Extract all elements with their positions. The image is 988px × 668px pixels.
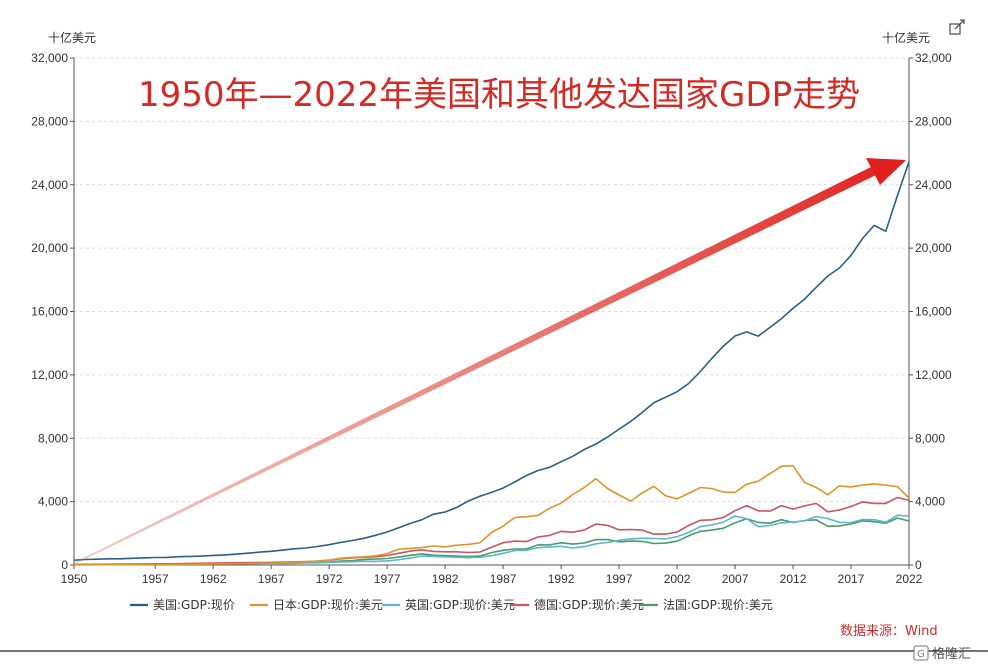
x-tick-label: 1957 — [142, 572, 169, 586]
right-y-unit-label: 十亿美元 — [882, 30, 930, 45]
y-tick-label-left: 12,000 — [31, 368, 68, 382]
y-tick-label-left: 4,000 — [38, 495, 68, 509]
series-line-1 — [74, 464, 910, 566]
x-tick-label: 2022 — [896, 572, 923, 586]
y-tick-label-right: 0 — [915, 558, 922, 572]
x-tick-label: 1982 — [432, 572, 459, 586]
y-tick-label-left: 28,000 — [31, 114, 68, 128]
y-tick-label-right: 28,000 — [915, 114, 952, 128]
series-line-0 — [73, 161, 910, 561]
x-tick-label: 2002 — [664, 572, 691, 586]
x-tick-label: 2007 — [722, 572, 749, 586]
chart-title: 1950年—2022年美国和其他发达国家GDP走势 — [138, 75, 860, 115]
x-tick-label: 1987 — [490, 572, 517, 586]
y-tick-label-right: 8,000 — [915, 431, 945, 445]
y-tick-label-right: 12,000 — [915, 368, 952, 382]
x-tick-labels: 1950 1957 1962 1967 1972 1977 1982 1987 1992 1997… — [61, 565, 923, 586]
series-line-2 — [73, 514, 910, 566]
trend-arrow — [75, 158, 906, 563]
x-tick-label: 1962 — [200, 572, 227, 586]
watermark-logo-icon — [913, 645, 929, 661]
y-tick-label-right: 20,000 — [915, 241, 952, 255]
svg-text:G: G — [917, 649, 925, 660]
series-lines — [73, 161, 910, 566]
legend-label: 日本:GDP:现价:美元 — [273, 598, 383, 612]
watermark-text: 格隆汇 — [932, 646, 971, 662]
share-icon[interactable] — [949, 19, 965, 35]
x-tick-label: 1977 — [374, 572, 401, 586]
y-tick-label-left: 0 — [61, 558, 68, 572]
legend-label: 英国:GDP:现价:美元 — [405, 598, 515, 612]
series-line-4 — [74, 517, 910, 566]
x-tick-label: 2012 — [780, 572, 807, 586]
y-tick-label-left: 8,000 — [38, 431, 68, 445]
left-y-tick-labels: 0 4,000 8,000 12,000 16,000 20,000 24,000 28,00… — [31, 51, 74, 572]
data-source: 数据来源：Wind — [840, 624, 938, 639]
grid-lines — [74, 57, 909, 503]
legend-label: 美国:GDP:现价 — [153, 598, 235, 612]
x-tick-label: 2017 — [838, 572, 865, 586]
y-tick-label-right: 4,000 — [915, 495, 945, 509]
legend-label: 德国:GDP:现价:美元 — [534, 597, 644, 612]
y-tick-label-right: 32,000 — [915, 51, 952, 65]
y-tick-label-right: 24,000 — [915, 178, 952, 192]
watermark: G 格隆汇 — [913, 645, 971, 662]
y-tick-label-right: 16,000 — [915, 305, 952, 319]
x-tick-label: 1972 — [316, 572, 343, 586]
y-tick-label-left: 24,000 — [31, 178, 68, 192]
y-tick-label-left: 16,000 — [31, 305, 68, 319]
x-tick-label: 1997 — [606, 572, 633, 586]
legend: 美国:GDP:现价 日本:GDP:现价:美元 英国:GDP:现价:美元 德国:GDP:… — [130, 597, 773, 612]
legend-label: 法国:GDP:现价:美元 — [663, 598, 773, 612]
left-y-unit-label: 十亿美元 — [48, 30, 96, 45]
series-line-3 — [73, 496, 910, 566]
y-tick-label-left: 20,000 — [31, 241, 68, 255]
right-y-tick-labels: 0 4,000 8,000 12,000 16,000 20,000 24,000 28,00… — [909, 51, 952, 572]
y-tick-label-left: 32,000 — [31, 51, 68, 65]
x-tick-label: 1992 — [548, 572, 575, 586]
x-tick-label: 1967 — [258, 572, 285, 586]
x-tick-label: 1950 — [61, 572, 88, 586]
